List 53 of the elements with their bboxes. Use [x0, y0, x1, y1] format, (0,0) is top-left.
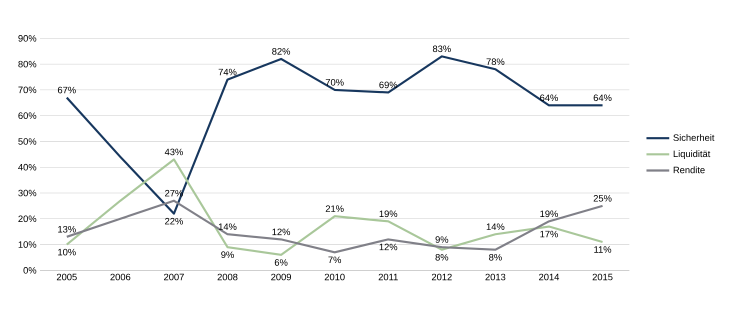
data-label: 19% — [540, 210, 558, 218]
y-tick-label: 10% — [18, 241, 36, 248]
data-label: 82% — [272, 48, 290, 55]
data-label: 14% — [218, 223, 237, 230]
data-label: 25% — [594, 195, 612, 202]
data-label: 78% — [486, 58, 504, 65]
data-label: 9% — [436, 236, 448, 243]
data-label: 74% — [218, 68, 237, 76]
x-tick-label: 2008 — [218, 274, 238, 280]
data-label: 21% — [326, 205, 344, 212]
x-tick-label: 2014 — [539, 274, 560, 280]
legend-label: Rendite — [674, 166, 705, 174]
x-tick-label: 2005 — [56, 274, 77, 280]
legend-label: Sicherheit — [673, 134, 714, 141]
data-label: 10% — [58, 248, 76, 256]
x-tick-label: 2015 — [592, 274, 613, 280]
y-tick-label: 50% — [18, 138, 36, 145]
y-tick-label: 60% — [18, 112, 36, 119]
y-tick-label: 70% — [18, 86, 36, 94]
y-tick-label: 30% — [18, 190, 36, 196]
y-tick-label: 90% — [18, 35, 36, 42]
x-tick-label: 2009 — [271, 274, 292, 280]
data-label: 9% — [221, 251, 234, 258]
data-label: 12% — [272, 228, 290, 236]
data-label: 11% — [594, 246, 612, 253]
x-tick-label: 2013 — [485, 274, 506, 280]
y-tick-label: 20% — [18, 215, 36, 222]
data-label: 70% — [326, 79, 344, 86]
x-tick-label: 2006 — [110, 274, 130, 280]
x-tick-label: 2010 — [324, 274, 345, 280]
data-label: 69% — [379, 82, 398, 88]
x-tick-label: 2007 — [164, 274, 184, 280]
x-tick-label: 2012 — [432, 274, 452, 280]
data-label: 64% — [540, 94, 558, 102]
data-label: 22% — [165, 218, 183, 224]
data-label: 6% — [274, 259, 288, 266]
x-tick-label: 2011 — [378, 274, 398, 280]
data-label: 7% — [328, 256, 342, 264]
data-label: 8% — [435, 254, 448, 261]
data-label: 83% — [432, 46, 451, 52]
data-label: 43% — [164, 148, 183, 156]
y-tick-label: 40% — [18, 164, 36, 171]
legend-label: Liquidität — [674, 150, 710, 159]
data-label: 64% — [594, 94, 612, 102]
data-label: 13% — [58, 226, 76, 233]
y-tick-label: 80% — [18, 60, 36, 68]
data-label: 8% — [489, 254, 502, 261]
data-label: 67% — [58, 86, 76, 94]
data-label: 17% — [540, 230, 558, 238]
data-label: 19% — [380, 210, 398, 218]
data-label: 12% — [380, 244, 398, 250]
y-tick-label: 0% — [23, 267, 36, 274]
data-label: 14% — [486, 223, 504, 230]
